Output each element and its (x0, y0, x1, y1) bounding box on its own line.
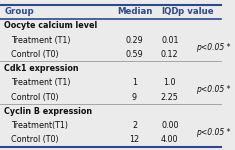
Text: Cyclin B expression: Cyclin B expression (4, 107, 93, 116)
Text: Treatment (T1): Treatment (T1) (11, 78, 70, 87)
Text: Oocyte calcium level: Oocyte calcium level (4, 21, 98, 30)
Text: 0.01: 0.01 (161, 36, 179, 45)
Text: p<0.05 *: p<0.05 * (196, 85, 231, 94)
Text: Control (T0): Control (T0) (11, 50, 59, 59)
Text: Treatment(T1): Treatment(T1) (11, 121, 68, 130)
Text: p<0.05 *: p<0.05 * (196, 43, 231, 52)
Text: 0.12: 0.12 (161, 50, 179, 59)
Text: 0.00: 0.00 (161, 121, 179, 130)
Text: Control (T0): Control (T0) (11, 93, 59, 102)
Text: p value: p value (178, 7, 214, 16)
Text: 1.0: 1.0 (164, 78, 176, 87)
Text: 4.00: 4.00 (161, 135, 179, 144)
Text: Group: Group (4, 7, 34, 16)
Text: 9: 9 (132, 93, 137, 102)
Text: 0.59: 0.59 (126, 50, 143, 59)
Text: 12: 12 (129, 135, 140, 144)
Text: p<0.05 *: p<0.05 * (196, 128, 231, 137)
Text: IQD: IQD (161, 7, 179, 16)
Text: 2: 2 (132, 121, 137, 130)
Text: 1: 1 (132, 78, 137, 87)
Text: Control (T0): Control (T0) (11, 135, 59, 144)
Text: 2.25: 2.25 (161, 93, 179, 102)
Text: Cdk1 expression: Cdk1 expression (4, 64, 79, 73)
Text: Median: Median (117, 7, 152, 16)
Text: 0.29: 0.29 (126, 36, 143, 45)
Text: Treatment (T1): Treatment (T1) (11, 36, 70, 45)
